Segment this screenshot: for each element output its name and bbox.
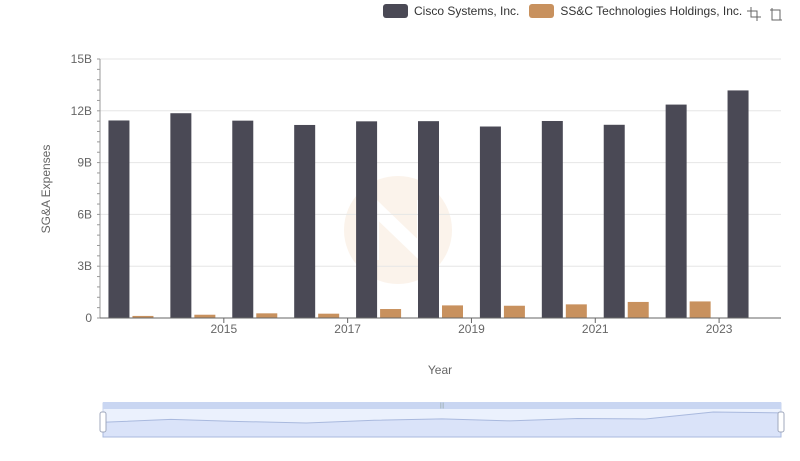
axes: 0 3B 6B 9B 12B 15B 2015 2017 2019 2021 2023 <box>71 52 781 336</box>
bar-cisco-2021[interactable] <box>541 120 563 318</box>
x-tick-label: 2015 <box>210 322 237 336</box>
y-tick-label: 0 <box>85 311 92 325</box>
x-tick-label: 2021 <box>582 322 609 336</box>
legend-label-ssnc: SS&C Technologies Holdings, Inc. <box>560 4 743 18</box>
bar-ssnc-2015[interactable] <box>194 314 216 318</box>
y-tick-label: 6B <box>77 207 92 221</box>
bars <box>108 90 749 319</box>
bar-ssnc-2021[interactable] <box>565 304 587 318</box>
slider-handle-right[interactable] <box>777 411 785 433</box>
zoom-icon[interactable] <box>747 7 761 21</box>
legend-swatch-ssnc <box>529 4 555 18</box>
slider-handle-left[interactable] <box>99 411 107 433</box>
slider-preview-line <box>102 411 782 438</box>
bar-ssnc-2019[interactable] <box>442 305 463 318</box>
restore-icon[interactable] <box>769 7 783 21</box>
bar-cisco-2014[interactable] <box>108 120 130 318</box>
bar-ssnc-2022[interactable] <box>627 301 649 318</box>
y-tick-label: 9B <box>77 156 92 170</box>
bar-ssnc-2014[interactable] <box>132 315 154 318</box>
bar-cisco-2018[interactable] <box>356 121 378 318</box>
bar-cisco-2016[interactable] <box>232 120 254 318</box>
y-tick-label: 12B <box>71 104 92 118</box>
y-axis-label: SG&A Expenses <box>39 145 53 234</box>
legend: Cisco Systems, Inc. SS&C Technologies Ho… <box>383 4 742 18</box>
legend-label-cisco: Cisco Systems, Inc. <box>414 4 520 18</box>
slider-top-bar[interactable] <box>103 402 781 409</box>
bar-ssnc-2023[interactable] <box>689 301 711 318</box>
bar-ssnc-2018[interactable] <box>380 309 402 318</box>
legend-swatch-cisco <box>383 4 408 18</box>
bar-ssnc-2016[interactable] <box>256 313 278 318</box>
y-tick-label: 3B <box>77 259 92 273</box>
bar-cisco-2020[interactable] <box>479 126 501 318</box>
data-zoom-slider[interactable]: ||| <box>99 402 785 438</box>
bar-ssnc-2020[interactable] <box>503 305 525 318</box>
legend-item-ssnc[interactable]: SS&C Technologies Holdings, Inc. <box>529 4 742 18</box>
bar-cisco-2019[interactable] <box>418 121 439 318</box>
bar-cisco-2017[interactable] <box>294 124 316 318</box>
bar-cisco-2024[interactable] <box>727 90 749 319</box>
x-tick-label: 2019 <box>458 322 485 336</box>
bar-cisco-2015[interactable] <box>170 113 192 318</box>
bar-cisco-2023[interactable] <box>665 104 687 318</box>
y-tick-label: 15B <box>71 52 92 66</box>
bar-ssnc-2017[interactable] <box>318 313 340 318</box>
x-axis-label: Year <box>428 363 452 377</box>
toolbox <box>747 7 783 21</box>
bar-cisco-2022[interactable] <box>603 124 625 318</box>
legend-item-cisco[interactable]: Cisco Systems, Inc. <box>383 4 519 18</box>
x-tick-label: 2023 <box>706 322 733 336</box>
slider-grip-icon: ||| <box>440 403 445 409</box>
x-tick-label: 2017 <box>334 322 361 336</box>
